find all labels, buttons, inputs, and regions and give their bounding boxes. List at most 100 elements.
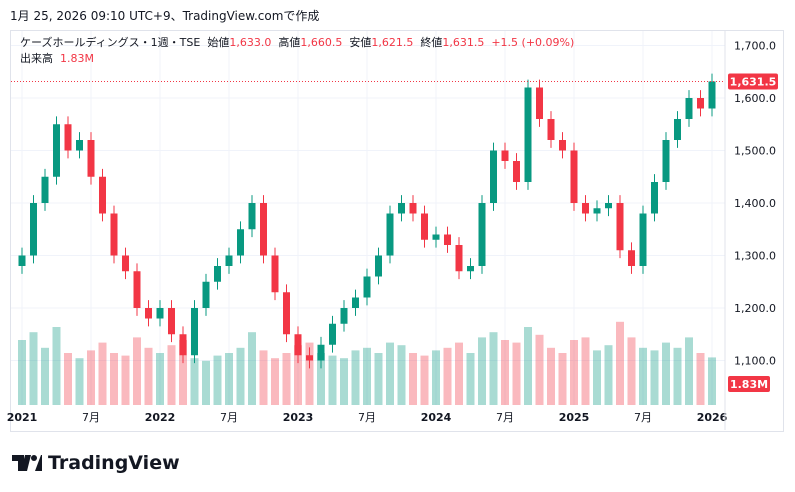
candle-body	[248, 203, 256, 230]
y-tick-label: 1,500.0	[734, 145, 776, 158]
candle-body	[214, 266, 221, 282]
volume-bar	[685, 337, 693, 405]
candle-body	[156, 308, 164, 319]
volume-bar	[259, 350, 268, 405]
volume-bar	[616, 321, 624, 405]
volume-bar	[363, 347, 371, 405]
candle-body	[133, 271, 141, 308]
volume-bar	[190, 358, 199, 405]
y-tick-label: 1,700.0	[734, 40, 776, 53]
candle-body	[674, 119, 681, 140]
candle-body	[225, 255, 233, 266]
volume-bar	[317, 353, 325, 405]
y-tick-label: 1,300.0	[734, 250, 776, 263]
x-tick-label: 7月	[358, 411, 376, 424]
candle-body	[64, 124, 72, 151]
candle-body	[639, 213, 647, 266]
candle-body	[340, 308, 348, 324]
y-tick-label: 1,100.0	[734, 355, 776, 368]
candle-body	[662, 140, 670, 182]
volume-bar	[294, 345, 302, 405]
volume-bar	[213, 355, 222, 405]
volume-bar	[64, 353, 72, 405]
candle-body	[409, 203, 417, 214]
chart-legend: ケーズホールディングス・1週・TSE 始値1,633.0 高値1,660.5 安…	[20, 35, 574, 67]
x-tick-label: 7月	[220, 411, 238, 424]
price-chart[interactable]: 1,700.0 1,600.0 1,500.0 1,400.0 1,300.0 1,200…	[0, 0, 795, 440]
volume-bar	[41, 347, 49, 405]
candle-body	[375, 255, 382, 277]
x-tick-label: 2022	[145, 411, 176, 424]
y-tick-label: 1,200.0	[734, 302, 776, 315]
chart-caption: 1月 25, 2026 09:10 UTC+9、TradingView.comで…	[10, 9, 320, 23]
candle-body	[605, 203, 612, 209]
symbol-title[interactable]: ケーズホールディングス・1週・TSE	[20, 36, 201, 49]
candle-body	[582, 203, 589, 214]
volume-bar	[18, 340, 26, 405]
low-label: 安値	[349, 36, 372, 49]
y-tick-label: 1,400.0	[734, 197, 776, 210]
logo-text: TradingView	[48, 452, 180, 474]
x-tick-label: 2021	[7, 411, 38, 424]
chart-frame[interactable]	[10, 30, 784, 432]
volume-bar	[144, 347, 153, 405]
candle-body	[329, 323, 336, 345]
tradingview-logo-icon	[12, 455, 42, 471]
volume-bar	[524, 327, 532, 405]
volume-bar	[179, 340, 187, 405]
candle-body	[283, 292, 290, 335]
high-value: 1,660.5	[300, 36, 343, 49]
x-tick-label: 7月	[496, 411, 514, 424]
volume-bar	[110, 353, 118, 405]
volume-bar	[581, 337, 590, 405]
candle-body	[191, 308, 198, 356]
volume-bar	[650, 350, 659, 405]
volume-bar	[443, 347, 452, 405]
volume-bar	[501, 340, 509, 405]
volume-bar	[639, 347, 647, 405]
tradingview-logo[interactable]: TradingView	[12, 452, 180, 474]
candle-body	[110, 213, 118, 256]
volume-bar	[305, 342, 314, 405]
last-price-label: 1,631.5	[730, 75, 777, 88]
open-value: 1,633.0	[229, 36, 272, 49]
candle-body	[122, 255, 129, 272]
volume-value: 1.83M	[60, 52, 94, 65]
volume-bar	[202, 360, 210, 405]
candle-body	[628, 250, 635, 266]
candle-body	[99, 176, 106, 214]
candle-body	[455, 245, 463, 272]
candle-body	[547, 119, 555, 140]
candle-body	[398, 203, 405, 214]
candle-body	[444, 234, 451, 245]
volume-bar	[156, 353, 164, 405]
candle-body	[294, 334, 302, 356]
candle-body	[271, 255, 279, 293]
candle-body	[432, 234, 440, 240]
candle-body	[697, 98, 704, 109]
candle-body	[513, 161, 520, 182]
volume-bar	[604, 345, 613, 405]
candle-body	[593, 208, 601, 214]
volume-bar	[386, 342, 394, 405]
volume-bar	[478, 337, 486, 405]
change-value: +1.5 (+0.09%)	[491, 36, 575, 49]
low-value: 1,621.5	[371, 36, 414, 49]
volume-bar	[593, 350, 601, 405]
candle-body	[467, 266, 474, 272]
candle-body	[352, 297, 359, 308]
candle-body	[41, 176, 49, 203]
volume-bar	[512, 342, 521, 405]
candle-body	[306, 355, 313, 361]
candle-body	[237, 229, 244, 256]
volume-bar	[374, 353, 383, 405]
y-tick-label: 1,600.0	[734, 92, 776, 105]
volume-bar	[535, 334, 544, 405]
x-tick-label: 2025	[559, 411, 590, 424]
last-price-badge	[728, 73, 778, 90]
volume-bar	[29, 332, 38, 405]
volume-label: 出来高	[20, 52, 53, 65]
volume-bar	[52, 327, 61, 405]
volume-bar	[627, 337, 636, 405]
volume-bar	[340, 358, 348, 405]
